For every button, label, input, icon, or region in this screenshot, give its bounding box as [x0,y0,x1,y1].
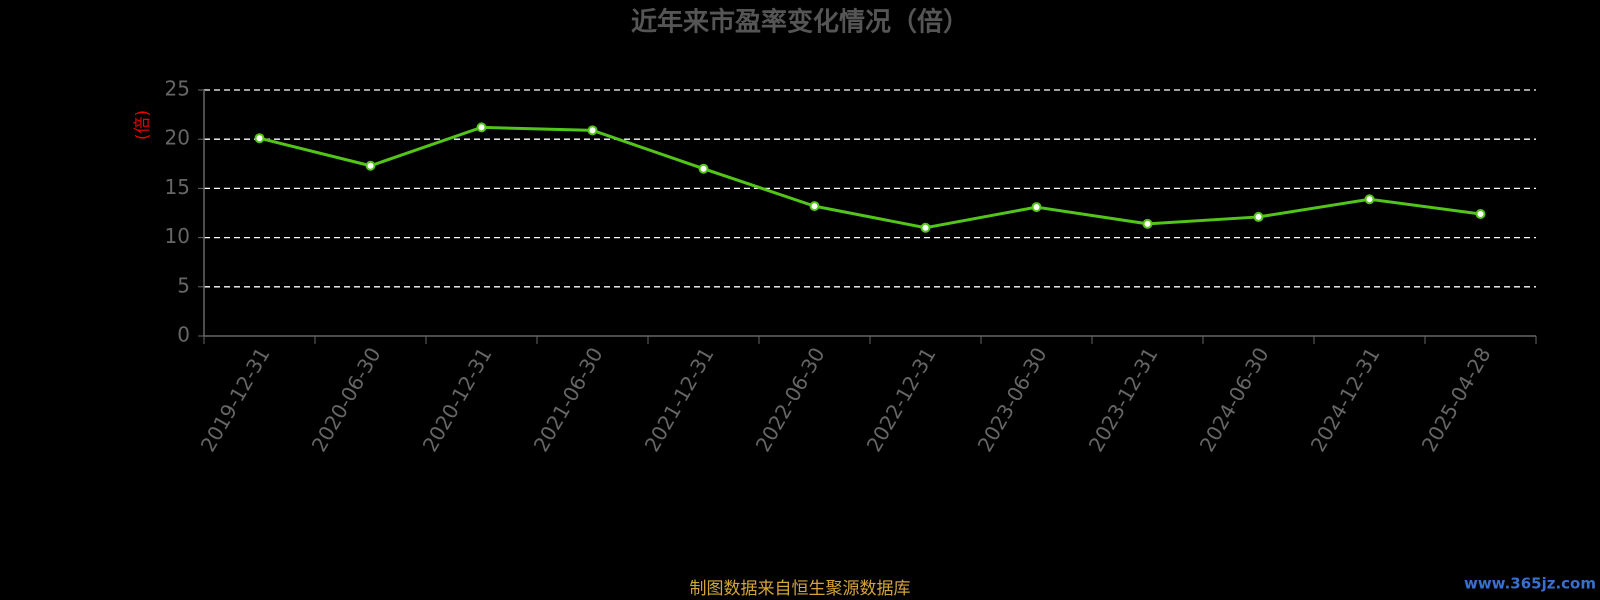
x-tick-label: 2021-06-30 [529,343,608,456]
x-tick-label: 2024-12-31 [1306,343,1385,456]
x-tick-label: 2023-06-30 [973,343,1052,456]
line [259,125,1481,230]
point [365,160,376,171]
point [1475,208,1486,219]
point [1364,194,1375,205]
point [1253,211,1264,222]
y-axis-label: (倍) [133,110,153,140]
x-tick-label: 2022-06-30 [751,343,830,456]
y-tick-label: 0 [177,323,190,347]
watermark: www.365jz.com [1464,575,1596,593]
y-tick-label: 20 [165,126,190,150]
point [254,133,265,144]
chart-title: 近年来市盈率变化情况（倍） [631,7,969,38]
point [698,163,709,174]
x-tick-label: 2020-12-31 [418,343,497,456]
x-tick-label: 2022-12-31 [862,343,941,456]
x-tick-label: 2023-12-31 [1084,343,1163,456]
x-tick-label: 2021-12-31 [640,343,719,456]
x-tick-label: 2020-06-30 [307,343,386,456]
x-tick-label: 2025-04-28 [1417,343,1496,456]
source-note: 制图数据来自恒生聚源数据库 [690,579,911,599]
point [1142,218,1153,229]
x-tick-label: 2019-12-31 [196,343,275,456]
y-tick-label: 5 [177,273,190,297]
y-tick-label: 15 [165,175,190,199]
point [809,201,820,212]
point [476,122,487,133]
point [587,125,598,136]
x-tick-label: 2024-06-30 [1195,343,1274,456]
y-tick-label: 10 [165,224,190,248]
point [920,222,931,233]
point [1031,202,1042,213]
y-tick-label: 25 [165,77,190,101]
